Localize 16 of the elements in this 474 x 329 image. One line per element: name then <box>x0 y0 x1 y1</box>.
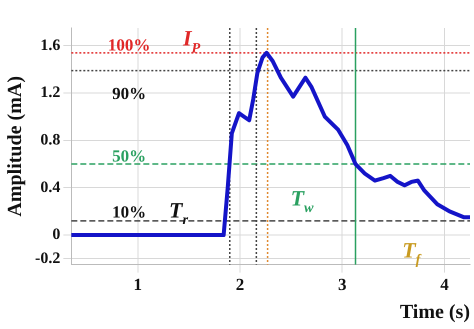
x-tick-label: 2 <box>236 275 244 294</box>
annotation: 50% <box>112 146 146 166</box>
y-axis-title: Amplitude (mA) <box>4 76 26 217</box>
x-tick-label: 4 <box>440 275 450 294</box>
y-tick-label: -0.2 <box>35 250 60 267</box>
y-tick-label: 0.4 <box>40 178 60 196</box>
annotation: 90% <box>112 84 146 103</box>
x-tick-label: 3 <box>338 275 346 294</box>
y-tick-label: 1.6 <box>40 36 60 54</box>
x-axis-title: Time (s) <box>400 301 470 324</box>
annotation: 100% <box>108 35 150 54</box>
y-tick-label: 0.8 <box>40 132 60 149</box>
annotation: 10% <box>112 202 146 222</box>
y-tick-label: 0 <box>52 226 60 244</box>
x-tick-label: 1 <box>134 275 142 294</box>
y-tick-label: 1.2 <box>40 84 60 102</box>
